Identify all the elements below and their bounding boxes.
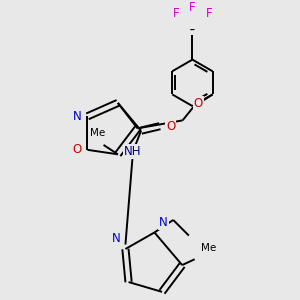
Text: F: F [206,7,212,20]
Text: O: O [194,97,203,110]
Text: N: N [112,232,121,245]
Text: Me: Me [90,128,105,138]
Text: F: F [189,1,196,13]
Text: NH: NH [124,145,142,158]
Text: F: F [172,7,179,20]
Text: O: O [166,120,175,133]
Text: O: O [73,143,82,156]
Text: Me: Me [201,244,216,254]
Text: N: N [159,216,168,229]
Text: N: N [74,110,82,123]
